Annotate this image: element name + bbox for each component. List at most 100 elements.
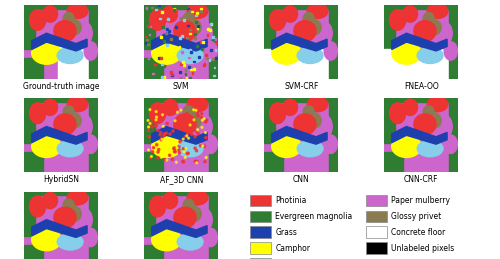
Ellipse shape <box>428 20 441 35</box>
Ellipse shape <box>307 97 328 112</box>
Circle shape <box>165 132 168 134</box>
Bar <box>330 5 338 79</box>
Ellipse shape <box>84 42 98 60</box>
Circle shape <box>202 119 203 121</box>
Text: FNEA-OO: FNEA-OO <box>404 82 438 91</box>
Bar <box>164 40 165 42</box>
Ellipse shape <box>152 42 181 64</box>
Circle shape <box>186 152 188 155</box>
Circle shape <box>196 112 199 115</box>
Circle shape <box>188 130 190 132</box>
Circle shape <box>184 135 186 138</box>
Ellipse shape <box>68 20 81 35</box>
Bar <box>24 58 43 79</box>
Ellipse shape <box>417 47 443 63</box>
Bar <box>250 226 270 238</box>
Bar <box>148 44 149 45</box>
Bar <box>186 77 188 78</box>
Bar <box>144 192 218 195</box>
Ellipse shape <box>150 10 166 30</box>
Bar <box>162 63 163 65</box>
Bar <box>264 98 338 102</box>
Bar <box>194 37 196 39</box>
Bar <box>190 29 191 31</box>
Bar <box>186 7 187 8</box>
Circle shape <box>174 151 176 153</box>
Circle shape <box>149 109 151 111</box>
Circle shape <box>190 133 193 136</box>
Bar <box>166 44 168 46</box>
Bar <box>90 5 98 79</box>
Bar <box>188 66 190 68</box>
Ellipse shape <box>307 4 328 18</box>
Ellipse shape <box>84 228 98 247</box>
Bar <box>190 51 192 53</box>
Circle shape <box>159 134 161 136</box>
Circle shape <box>174 120 176 122</box>
Polygon shape <box>272 126 327 144</box>
Bar <box>158 57 160 59</box>
Ellipse shape <box>163 192 178 209</box>
Circle shape <box>157 151 159 153</box>
Bar <box>450 5 458 79</box>
Circle shape <box>168 154 170 156</box>
Ellipse shape <box>303 106 314 118</box>
Bar <box>155 9 156 10</box>
Bar <box>214 67 216 68</box>
Circle shape <box>169 133 171 135</box>
Circle shape <box>196 160 198 163</box>
Circle shape <box>164 146 166 148</box>
Bar <box>148 25 149 27</box>
Text: CNN-CRF: CNN-CRF <box>404 175 438 184</box>
Bar <box>210 23 212 25</box>
Bar <box>250 258 270 259</box>
Bar <box>264 5 274 49</box>
Bar <box>190 69 192 70</box>
Ellipse shape <box>174 21 196 41</box>
Polygon shape <box>32 126 87 144</box>
Ellipse shape <box>270 10 285 30</box>
Circle shape <box>148 126 150 128</box>
Circle shape <box>172 130 174 132</box>
Circle shape <box>161 139 163 140</box>
Circle shape <box>188 137 190 139</box>
Bar <box>264 49 338 79</box>
Bar <box>184 73 186 75</box>
Bar <box>196 27 198 29</box>
Ellipse shape <box>188 20 201 35</box>
Bar <box>180 18 182 19</box>
Ellipse shape <box>324 42 338 60</box>
Circle shape <box>172 158 173 160</box>
Circle shape <box>160 137 162 139</box>
Bar <box>250 242 270 254</box>
Bar <box>201 48 203 50</box>
Circle shape <box>176 147 178 149</box>
Ellipse shape <box>43 99 58 116</box>
Polygon shape <box>392 126 447 144</box>
Ellipse shape <box>187 4 208 18</box>
Bar <box>166 28 168 30</box>
Bar <box>180 71 181 73</box>
Ellipse shape <box>198 116 212 138</box>
Ellipse shape <box>444 42 458 60</box>
Ellipse shape <box>414 21 436 41</box>
Bar <box>144 5 154 49</box>
Circle shape <box>186 135 188 137</box>
Bar <box>208 51 210 52</box>
Ellipse shape <box>30 10 46 30</box>
Bar <box>384 5 394 49</box>
Circle shape <box>174 108 176 110</box>
Ellipse shape <box>187 97 208 112</box>
Bar <box>195 15 197 16</box>
Ellipse shape <box>54 114 76 135</box>
Bar <box>264 152 283 172</box>
Bar <box>264 98 274 143</box>
Bar <box>144 192 154 236</box>
Ellipse shape <box>294 114 316 135</box>
Circle shape <box>170 141 172 142</box>
Ellipse shape <box>54 207 76 228</box>
Bar <box>214 23 216 25</box>
Bar <box>144 58 163 79</box>
Polygon shape <box>152 126 207 144</box>
Polygon shape <box>152 220 207 238</box>
